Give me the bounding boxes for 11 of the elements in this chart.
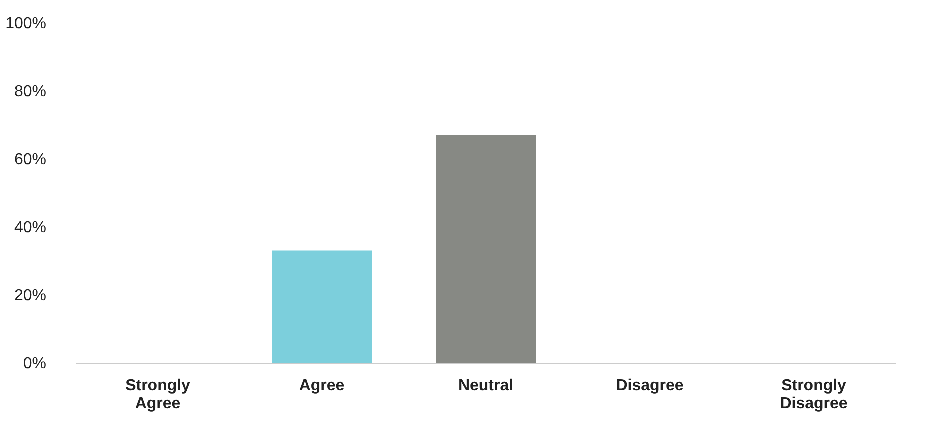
y-tick-label: 80% bbox=[14, 84, 46, 100]
x-tick-label: Disagree bbox=[616, 378, 684, 394]
y-tick-label: 20% bbox=[14, 288, 46, 304]
x-tick-label: Strongly Disagree bbox=[780, 378, 848, 412]
x-tick-label: Strongly Agree bbox=[126, 378, 191, 412]
y-tick-label: 0% bbox=[23, 356, 46, 372]
y-tick-label: 100% bbox=[6, 16, 46, 32]
y-tick-label: 40% bbox=[14, 220, 46, 236]
x-tick-label: Agree bbox=[299, 378, 345, 394]
x-tick-label: Neutral bbox=[458, 378, 514, 394]
y-tick-label: 60% bbox=[14, 152, 46, 168]
